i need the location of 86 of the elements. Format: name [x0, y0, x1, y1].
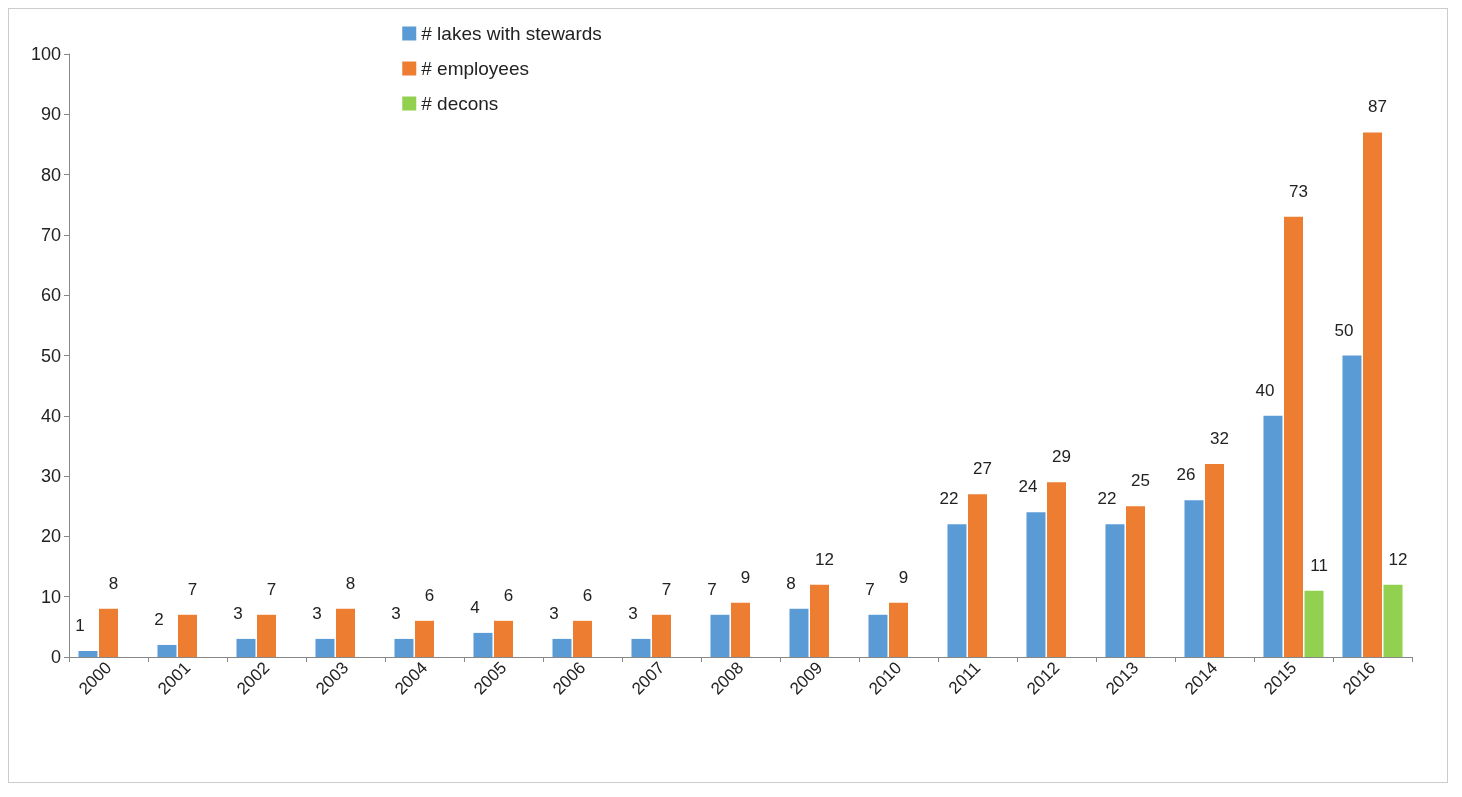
data-label: 9	[898, 567, 909, 587]
y-tick-label: 30	[40, 466, 61, 487]
bar	[947, 524, 967, 657]
y-tick-label: 0	[50, 647, 61, 667]
data-label: 25	[1131, 471, 1150, 491]
y-tick-label: 20	[40, 526, 61, 547]
data-label: 50	[1334, 320, 1354, 340]
y-tick-label: 100	[30, 44, 61, 64]
y-tick-label: 50	[40, 345, 61, 366]
data-label: 4	[470, 597, 480, 617]
bar	[315, 638, 335, 657]
data-label: 73	[1289, 181, 1308, 201]
bar	[494, 620, 513, 657]
data-label: 7	[187, 579, 198, 599]
bar	[1184, 500, 1204, 657]
bar	[710, 614, 730, 657]
data-label: 22	[1097, 489, 1117, 509]
data-label: 40	[1255, 380, 1275, 400]
bar	[257, 614, 276, 657]
data-label: 32	[1210, 429, 1229, 449]
y-tick-label: 70	[40, 224, 61, 245]
data-label: 8	[786, 573, 796, 593]
bar	[394, 638, 414, 657]
bar	[573, 620, 592, 657]
bar	[1383, 584, 1403, 657]
data-label: 2	[154, 609, 164, 629]
bar	[78, 650, 98, 657]
bar	[1105, 524, 1125, 657]
data-label: 9	[740, 567, 751, 587]
data-label: 29	[1052, 447, 1071, 467]
data-label: 7	[707, 579, 717, 599]
data-label: 7	[661, 579, 672, 599]
data-label: 87	[1368, 97, 1387, 117]
data-label: 7	[865, 579, 875, 599]
bar	[415, 620, 434, 657]
bar	[1126, 506, 1145, 657]
bar	[157, 644, 177, 657]
data-label: 3	[628, 603, 638, 623]
bar	[789, 608, 809, 657]
data-label: 7	[266, 579, 277, 599]
legend-label: # decons	[421, 93, 499, 114]
bar	[1304, 590, 1324, 657]
data-label: 8	[345, 573, 356, 593]
data-label: 3	[549, 603, 559, 623]
data-label: 12	[1388, 549, 1408, 569]
bar	[968, 494, 987, 657]
bar	[810, 584, 829, 657]
y-tick-label: 80	[40, 164, 61, 185]
legend-label: # employees	[421, 58, 529, 79]
data-label: 3	[233, 603, 243, 623]
data-label: 1	[75, 615, 85, 635]
bar	[652, 614, 671, 657]
bar	[1047, 482, 1066, 657]
bar	[473, 632, 493, 657]
bar	[631, 638, 651, 657]
data-label: 6	[503, 585, 514, 605]
data-label: 12	[815, 549, 834, 569]
bar	[178, 614, 197, 657]
data-label: 3	[391, 603, 401, 623]
data-label: 27	[973, 459, 992, 479]
bar	[889, 602, 908, 657]
bar	[552, 638, 572, 657]
bar	[731, 602, 750, 657]
y-tick-label: 90	[40, 104, 61, 125]
bar	[1205, 464, 1224, 657]
data-label: 11	[1310, 555, 1328, 575]
y-tick-label: 60	[40, 285, 61, 306]
bar	[1342, 355, 1362, 657]
data-label: 6	[582, 585, 593, 605]
data-label: 22	[939, 489, 959, 509]
legend-label: # lakes with stewards	[421, 23, 602, 44]
bar	[336, 608, 355, 657]
data-label: 6	[424, 585, 435, 605]
bar	[1026, 512, 1046, 657]
y-tick-label: 10	[40, 586, 61, 607]
data-label: 3	[312, 603, 322, 623]
bar	[1263, 415, 1283, 657]
y-tick-label: 40	[40, 405, 61, 426]
data-label: 26	[1176, 465, 1196, 485]
data-label: 8	[108, 573, 119, 593]
bar	[868, 614, 888, 657]
data-label: 24	[1018, 477, 1038, 497]
bar	[1363, 132, 1382, 657]
bar	[1284, 216, 1303, 657]
bar	[99, 608, 118, 657]
bar	[236, 638, 256, 657]
